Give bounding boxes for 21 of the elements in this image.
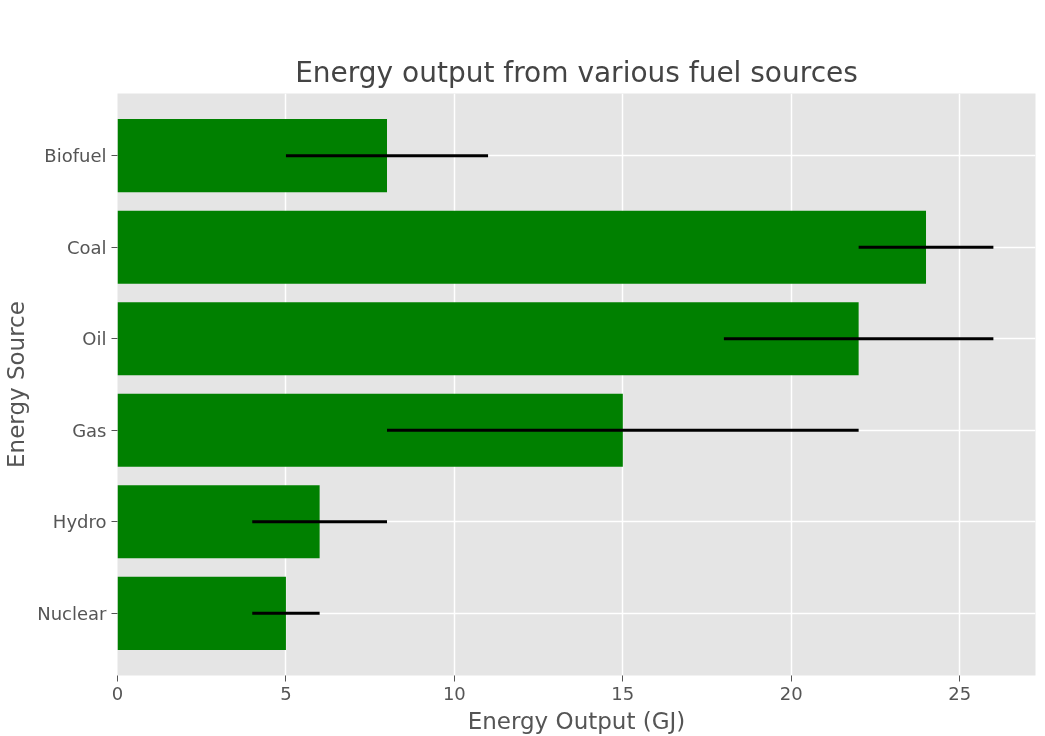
- y-tick-label: Hydro: [52, 511, 107, 533]
- bar: [117, 576, 286, 650]
- chart-title: Energy output from various fuel sources: [295, 55, 858, 89]
- bar: [117, 119, 387, 193]
- y-tick-label: Oil: [82, 328, 107, 350]
- y-tick-label: Gas: [72, 419, 107, 441]
- y-tick-label: Nuclear: [37, 602, 108, 624]
- y-tick-label: Coal: [66, 236, 107, 258]
- x-tick-label: 15: [611, 682, 635, 704]
- x-tick-label: 0: [111, 682, 124, 704]
- x-tick-label: 10: [442, 682, 466, 704]
- y-axis-title: Energy Source: [3, 301, 30, 468]
- bar: [117, 302, 859, 376]
- x-tick-label: 20: [779, 682, 803, 704]
- bar: [117, 485, 320, 559]
- x-axis-title: Energy Output (GJ): [467, 707, 686, 734]
- y-tick-label: Biofuel: [44, 145, 107, 167]
- x-tick-label: 25: [948, 682, 972, 704]
- x-tick-label: 5: [280, 682, 292, 704]
- bar: [117, 393, 623, 467]
- bar: [117, 210, 927, 284]
